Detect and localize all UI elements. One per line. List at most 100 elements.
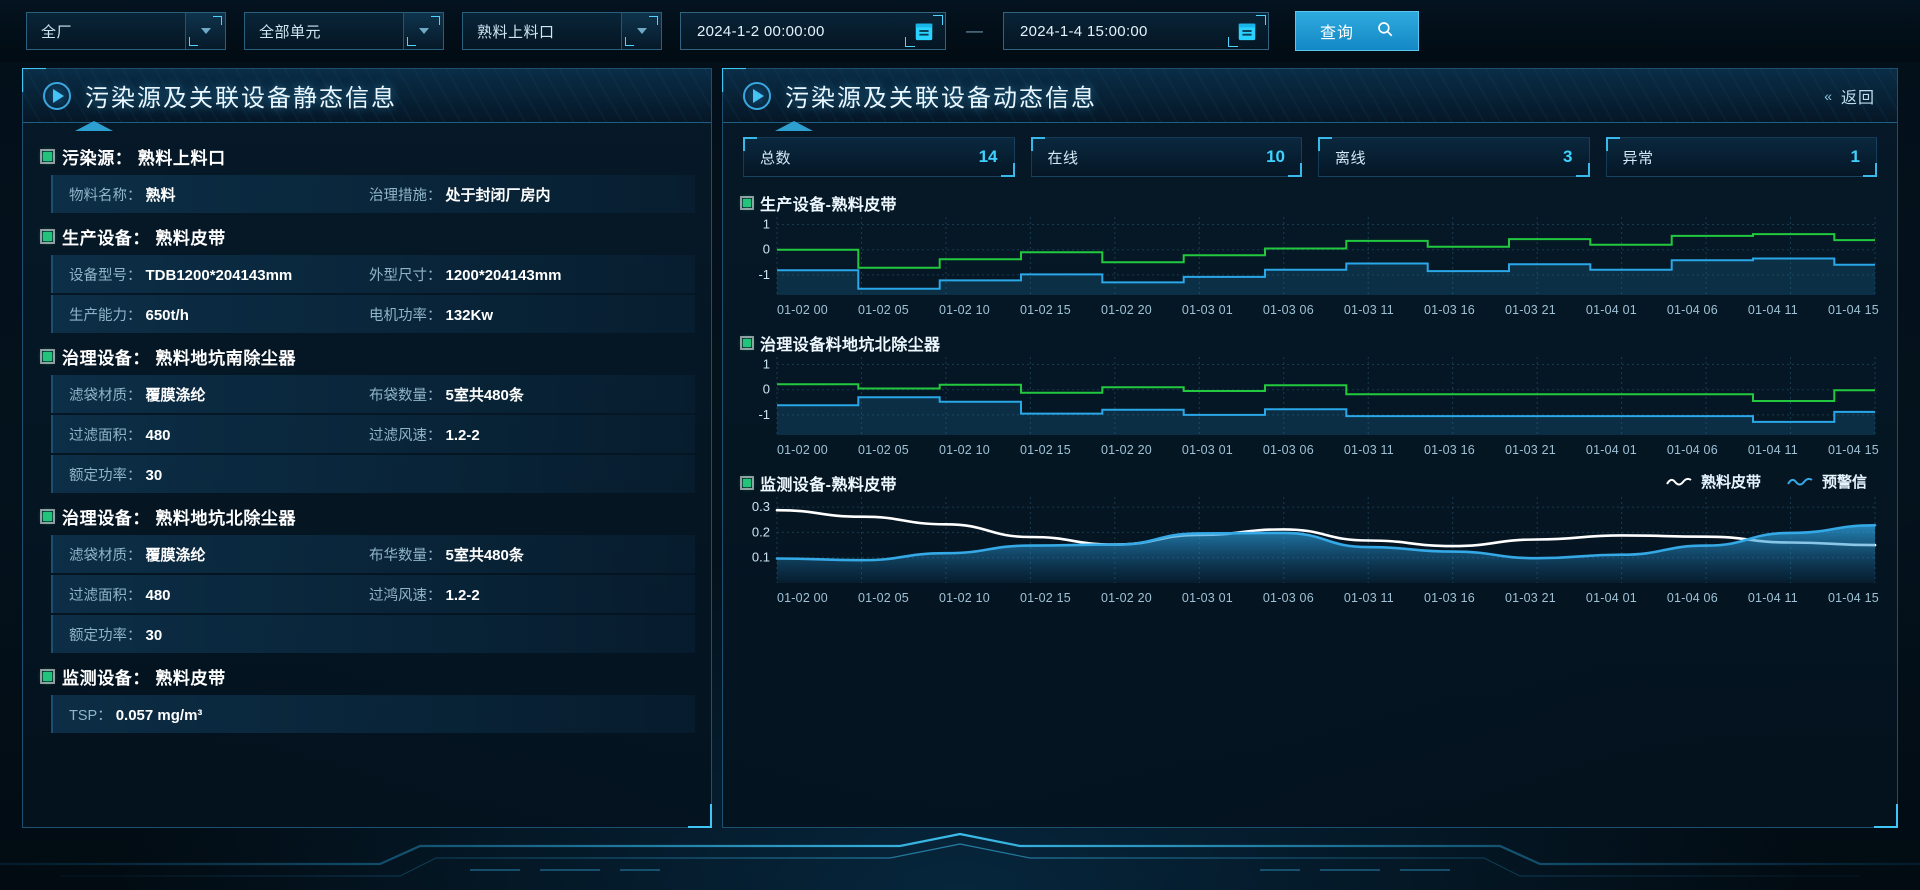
info-row: 额定功率： 30 (51, 615, 695, 653)
x-tick-label: 01-03 06 (1262, 303, 1314, 317)
info-row: 生产能力： 650t/h 电机功率： 132Kw (51, 295, 695, 333)
chart-title-label: 生产设备-熟料皮带 (760, 197, 897, 214)
x-tick-label: 01-02 00 (777, 443, 828, 457)
chart-title-label: 治理设备料地坑北除尘器 (760, 337, 941, 354)
legend-label: 熟料皮带 (1700, 474, 1761, 491)
info-cell: 布华数量： 5室共480条 (369, 544, 524, 565)
info-cell: 生产能力： 650t/h (69, 304, 369, 325)
legend-item[interactable]: 熟料皮带 (1666, 471, 1761, 492)
info-value: 480 (145, 426, 171, 444)
x-tick-label: 01-02 10 (938, 303, 990, 317)
search-icon (1376, 20, 1394, 43)
info-cell: 额定功率： 30 (69, 624, 369, 645)
stat-label: 离线 (1335, 149, 1367, 167)
status-square-icon (740, 336, 754, 350)
end-date-input[interactable]: 2024-1-4 15:00:00 (1003, 12, 1269, 50)
info-label: 过滤面积： (69, 587, 142, 604)
chart-plot-area: 1 0 -1 (758, 357, 1876, 435)
chart-x-axis: 01-02 00 01-02 05 01-02 10 01-02 15 01-02 20… (743, 441, 1879, 457)
x-tick-label: 01-04 06 (1666, 443, 1718, 457)
legend-label: 预警信 (1821, 474, 1867, 491)
x-tick-label: 01-03 01 (1181, 443, 1233, 457)
info-value: 30 (145, 626, 163, 644)
dynamic-info-panel: 污染源及关联设备动态信息 « 返回 总数 14 在线 10 离线 3 异常 1 生产设备-熟料… (722, 68, 1898, 828)
info-row: 过滤面积： 480 过滤风速： 1.2-2 (51, 415, 695, 453)
y-tick-label: 0.2 (752, 524, 770, 539)
x-tick-label: 01-02 00 (777, 303, 828, 317)
info-label: 布华数量： (369, 547, 442, 564)
y-tick-label: 1 (763, 357, 770, 372)
info-row: 物料名称： 熟料 治理措施： 处于封闭厂房内 (51, 175, 695, 213)
query-button[interactable]: 查询 (1295, 11, 1419, 51)
x-tick-label: 01-02 20 (1100, 303, 1152, 317)
stat-card[interactable]: 在线 10 (1030, 137, 1302, 177)
stat-card[interactable]: 总数 14 (743, 137, 1015, 177)
x-tick-label: 01-03 01 (1181, 591, 1233, 605)
status-square-icon (40, 148, 55, 164)
info-value: 1200*204143mm (445, 266, 562, 284)
y-tick-label: -1 (758, 407, 770, 422)
start-date-value: 2024-1-2 00:00:00 (697, 22, 825, 40)
info-cell: 过滤风速： 1.2-2 (369, 424, 480, 445)
chevron-down-icon[interactable] (185, 13, 225, 49)
back-button[interactable]: « 返回 (1824, 84, 1875, 108)
x-tick-label: 01-04 11 (1747, 443, 1798, 457)
unit-select[interactable]: 全部单元 (244, 12, 444, 50)
info-label: 治理措施： (369, 187, 442, 204)
info-value: 1.2-2 (445, 426, 480, 444)
static-info-title: 污染源及关联设备静态信息 (85, 85, 397, 112)
info-value: 30 (145, 466, 163, 484)
stat-card[interactable]: 异常 1 (1605, 137, 1877, 177)
chevron-down-icon[interactable] (621, 13, 661, 49)
group-heading: 治理设备： 熟料地坑北除尘器 (40, 499, 695, 533)
x-tick-label: 01-03 21 (1504, 443, 1556, 457)
calendar-icon[interactable] (903, 13, 945, 49)
y-tick-label: 0 (763, 382, 770, 397)
x-tick-label: 01-04 11 (1747, 591, 1798, 605)
stat-label: 异常 (1622, 149, 1654, 167)
back-button-label: 返回 (1840, 89, 1875, 107)
calendar-icon[interactable] (1226, 13, 1268, 49)
x-tick-label: 01-02 05 (857, 303, 909, 317)
stat-card[interactable]: 离线 3 (1318, 137, 1590, 177)
info-value: 处于封闭厂房内 (445, 186, 551, 204)
dynamic-info-body: 总数 14 在线 10 离线 3 异常 1 生产设备-熟料皮带 1 0 -1 01-02 00 01-0… (723, 123, 1897, 605)
stat-value: 3 (1563, 147, 1573, 166)
x-tick-label: 01-04 15 (1827, 591, 1879, 605)
group-heading-label: 监测设备： 熟料皮带 (62, 668, 226, 688)
info-label: 电机功率： (369, 307, 442, 324)
date-range-separator: — (966, 21, 983, 40)
info-cell: 额定功率： 30 (69, 464, 369, 485)
info-row: 额定功率： 30 (51, 455, 695, 493)
chart-x-axis: 01-02 00 01-02 05 01-02 10 01-02 15 01-02 20… (743, 589, 1879, 605)
x-tick-label: 01-04 01 (1585, 591, 1637, 605)
stat-value: 14 (978, 147, 998, 166)
info-cell: 滤袋材质： 覆膜涤纶 (69, 384, 369, 405)
info-cell: 滤袋材质： 覆膜涤纶 (69, 544, 369, 565)
info-row: 滤袋材质： 覆膜涤纶 布华数量： 5室共480条 (51, 535, 695, 573)
legend-item[interactable]: 预警信 (1787, 471, 1867, 492)
chart-series-line (777, 383, 1875, 402)
status-square-icon (740, 196, 754, 210)
chart-series-line (777, 233, 1875, 269)
chart-series-line (775, 524, 1877, 562)
plant-select[interactable]: 全厂 (26, 12, 226, 50)
chart-series-line (777, 257, 1875, 290)
status-stat-cards: 总数 14 在线 10 离线 3 异常 1 (743, 137, 1877, 177)
info-label: 物料名称： (69, 187, 142, 204)
query-button-label: 查询 (1319, 25, 1354, 42)
stat-value: 1 (1850, 147, 1860, 166)
info-label: 过鸿风速： (369, 587, 442, 604)
x-tick-label: 01-03 11 (1343, 591, 1394, 605)
info-label: 滤袋材质： (69, 547, 142, 564)
info-label: 设备型号： (69, 267, 142, 284)
y-tick-label: 0.1 (752, 550, 770, 565)
source-select[interactable]: 熟料上料口 (462, 12, 662, 50)
info-value: 覆膜涤纶 (145, 546, 206, 564)
info-label: TSP： (69, 707, 112, 724)
start-date-input[interactable]: 2024-1-2 00:00:00 (680, 12, 946, 50)
chevron-down-icon[interactable] (403, 13, 443, 49)
group-heading-label: 生产设备： 熟料皮带 (62, 228, 226, 248)
x-tick-label: 01-03 21 (1504, 303, 1556, 317)
end-date-value: 2024-1-4 15:00:00 (1020, 22, 1148, 40)
